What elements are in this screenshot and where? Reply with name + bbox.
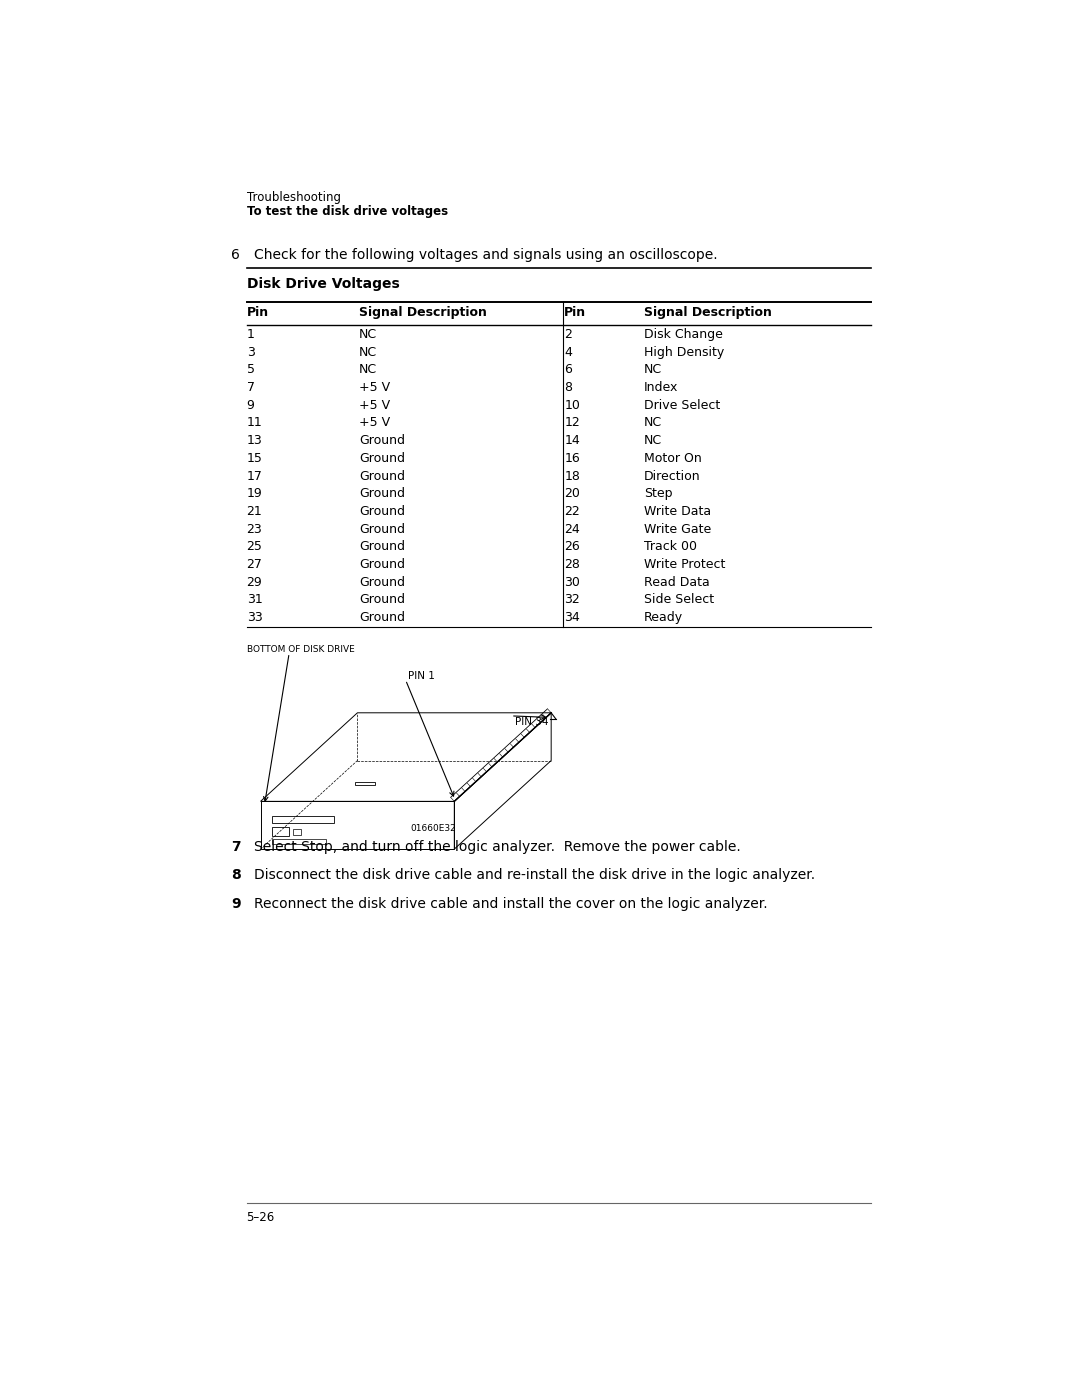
Text: Pin: Pin [246,306,269,320]
Text: Ground: Ground [359,541,405,553]
Text: Ground: Ground [359,451,405,465]
Text: Troubleshooting: Troubleshooting [246,191,340,204]
Text: 15: 15 [246,451,262,465]
Text: Disconnect the disk drive cable and re-install the disk drive in the logic analy: Disconnect the disk drive cable and re-i… [255,869,815,883]
Bar [272,816,334,823]
Text: Track 00: Track 00 [644,541,698,553]
Text: 31: 31 [246,594,262,606]
Text: Direction: Direction [644,469,701,482]
Text: 12: 12 [565,416,580,429]
Text: 8: 8 [231,869,241,883]
Text: 32: 32 [565,594,580,606]
Text: 33: 33 [246,612,262,624]
Text: 5–26: 5–26 [246,1211,274,1224]
Text: 3: 3 [246,345,255,359]
Text: Ground: Ground [359,612,405,624]
Text: Step: Step [644,488,673,500]
Text: 20: 20 [565,488,580,500]
Bar [272,827,289,835]
Text: PIN 1: PIN 1 [408,671,434,680]
Text: Write Protect: Write Protect [644,557,726,571]
Text: NC: NC [644,363,662,376]
Text: Ground: Ground [359,557,405,571]
Text: Disk Change: Disk Change [644,328,723,341]
Text: 8: 8 [565,381,572,394]
Text: +5 V: +5 V [359,381,390,394]
Text: 5: 5 [246,363,255,376]
Text: 27: 27 [246,557,262,571]
Text: 22: 22 [565,504,580,518]
Text: 24: 24 [565,522,580,535]
Text: Signal Description: Signal Description [644,306,772,320]
Text: NC: NC [359,345,377,359]
Text: Reconnect the disk drive cable and install the cover on the logic analyzer.: Reconnect the disk drive cable and insta… [255,897,768,911]
Text: BOTTOM OF DISK DRIVE: BOTTOM OF DISK DRIVE [246,645,354,654]
Text: Ground: Ground [359,469,405,482]
Text: 01660E32: 01660E32 [410,824,456,834]
Text: 7: 7 [246,381,255,394]
Text: +5 V: +5 V [359,398,390,412]
Text: 34: 34 [565,612,580,624]
Text: 11: 11 [246,416,262,429]
Text: 6: 6 [565,363,572,376]
Text: Ground: Ground [359,434,405,447]
Text: 28: 28 [565,557,580,571]
Text: 9: 9 [246,398,255,412]
Text: High Density: High Density [644,345,725,359]
Text: 25: 25 [246,541,262,553]
Text: 29: 29 [246,576,262,588]
Text: 7: 7 [231,840,241,854]
Text: 6: 6 [231,249,240,263]
Text: 19: 19 [246,488,262,500]
Text: Motor On: Motor On [644,451,702,465]
Text: 26: 26 [565,541,580,553]
Text: Ground: Ground [359,522,405,535]
Text: Pin: Pin [565,306,586,320]
Text: Index: Index [644,381,678,394]
Text: Signal Description: Signal Description [359,306,487,320]
Text: Ground: Ground [359,594,405,606]
Text: Check for the following voltages and signals using an oscilloscope.: Check for the following voltages and sig… [255,249,718,263]
Text: Write Gate: Write Gate [644,522,712,535]
Text: 30: 30 [565,576,580,588]
Text: Read Data: Read Data [644,576,710,588]
Text: 18: 18 [565,469,580,482]
Text: Select Stop, and turn off the logic analyzer.  Remove the power cable.: Select Stop, and turn off the logic anal… [255,840,741,854]
Text: 23: 23 [246,522,262,535]
Text: NC: NC [644,416,662,429]
Text: 9: 9 [231,897,241,911]
Text: Drive Select: Drive Select [644,398,720,412]
Text: 2: 2 [565,328,572,341]
Text: Ground: Ground [359,576,405,588]
Text: 1: 1 [246,328,255,341]
Text: NC: NC [359,328,377,341]
Text: 17: 17 [246,469,262,482]
Text: Ready: Ready [644,612,684,624]
Text: PIN 34: PIN 34 [515,717,549,726]
Text: Disk Drive Voltages: Disk Drive Voltages [246,277,400,291]
Text: Ground: Ground [359,504,405,518]
Text: NC: NC [644,434,662,447]
Text: 13: 13 [246,434,262,447]
Text: 14: 14 [565,434,580,447]
Text: 4: 4 [565,345,572,359]
Text: Ground: Ground [359,488,405,500]
Text: 16: 16 [565,451,580,465]
Text: Write Data: Write Data [644,504,712,518]
Text: 21: 21 [246,504,262,518]
Text: Side Select: Side Select [644,594,714,606]
Text: 10: 10 [565,398,580,412]
Bar [293,830,301,835]
Bar [272,840,326,844]
Text: +5 V: +5 V [359,416,390,429]
Text: NC: NC [359,363,377,376]
Text: To test the disk drive voltages: To test the disk drive voltages [246,204,448,218]
